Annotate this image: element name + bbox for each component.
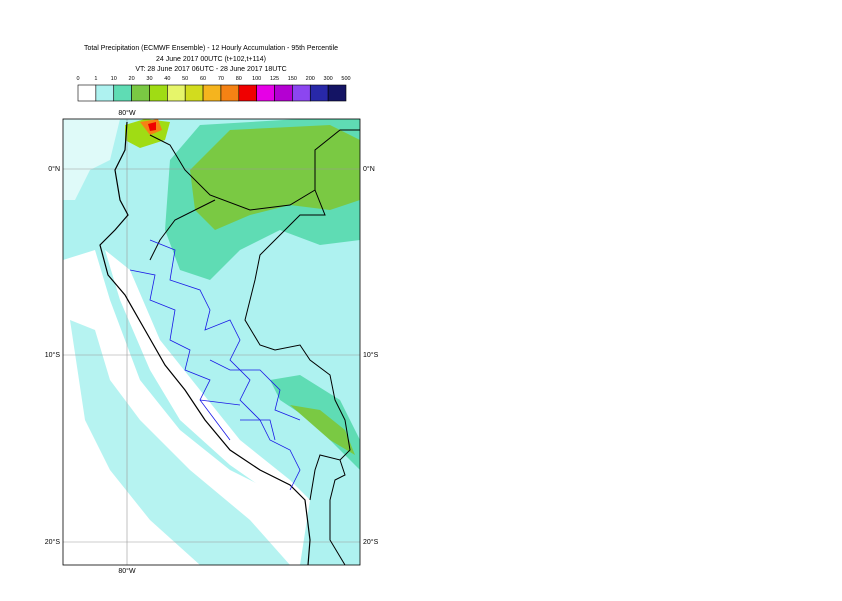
colorbar-label: 200	[306, 76, 315, 82]
colorbar-label: 1	[94, 76, 97, 82]
dry-area	[63, 119, 120, 200]
colorbar-label: 30	[146, 76, 152, 82]
borders	[149, 129, 360, 565]
lat-label: 20°S	[363, 538, 379, 546]
colorbar-box	[309, 84, 329, 102]
map	[63, 119, 360, 565]
coastline	[99, 121, 311, 565]
colorbar-box	[238, 84, 257, 102]
lat-label: 20°S	[45, 538, 61, 546]
colorbar-box	[256, 84, 275, 102]
colorbar-label: 70	[218, 76, 224, 82]
colorbar-label: 500	[341, 76, 350, 82]
colorbar-box	[167, 84, 186, 102]
coastal-desert	[105, 250, 310, 565]
colorbar-box	[113, 84, 132, 102]
lon-label: 80°W	[118, 109, 136, 117]
colorbar-box	[95, 84, 115, 102]
subtitle: 24 June 2017 00UTC (t+102,t+114)	[156, 56, 266, 63]
lon-label: 80°W	[118, 567, 136, 575]
rain-zone	[290, 405, 355, 455]
lat-label: 0°N	[363, 165, 375, 173]
colorbar: 0 1 10 20 30 40 50 60 70 80 100 125 150 200 300 500	[76, 76, 351, 102]
colorbar-box	[149, 84, 168, 102]
colorbar-box	[77, 84, 97, 102]
colorbar-label: 125	[270, 76, 279, 82]
colorbar-box	[274, 84, 293, 102]
regions	[129, 239, 301, 491]
lat-label: 0°N	[48, 165, 60, 173]
colorbar-box	[327, 84, 347, 102]
colorbar-box	[131, 84, 150, 102]
colorbar-label: 40	[164, 76, 170, 82]
colorbar-label: 0	[76, 76, 79, 82]
colorbar-label: 100	[252, 76, 261, 82]
colorbar-box	[184, 84, 204, 102]
colorbar-label: 300	[324, 76, 333, 82]
colorbar-label: 150	[288, 76, 297, 82]
colorbar-label: 50	[182, 76, 188, 82]
dry-ocean	[63, 250, 300, 565]
lat-label: 10°S	[363, 351, 379, 359]
map-frame	[62, 118, 361, 566]
colorbar-label: 80	[236, 76, 242, 82]
colorbar-box	[202, 84, 222, 102]
valid-time: VT: 28 June 2017 06UTC - 28 June 2017 18…	[135, 66, 286, 73]
rain-zone	[148, 122, 156, 131]
colorbar-label: 60	[200, 76, 206, 82]
wet-band	[70, 320, 290, 565]
graticule	[63, 119, 360, 565]
colorbar-label: 20	[129, 76, 135, 82]
colorbar-box	[220, 84, 240, 102]
colorbar-label: 10	[111, 76, 117, 82]
lat-label: 10°S	[45, 351, 61, 359]
colorbar-box	[292, 84, 311, 102]
title: Total Precipitation (ECMWF Ensemble) - 1…	[84, 45, 338, 52]
